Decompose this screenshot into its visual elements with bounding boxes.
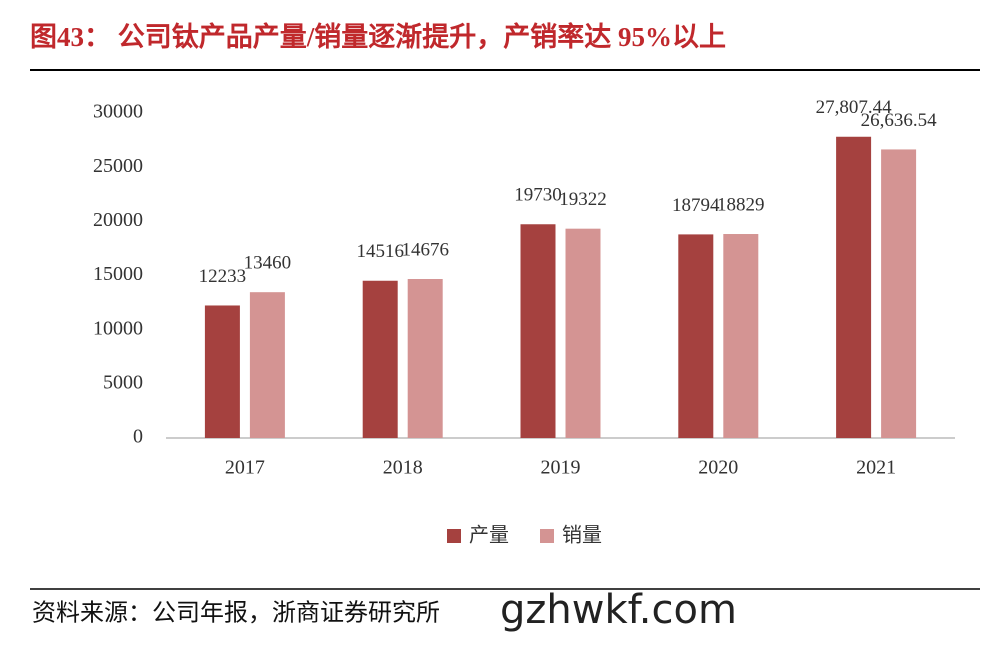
value-label: 18829 [717,194,765,215]
x-tick-label: 2018 [383,457,423,479]
bar [565,228,601,438]
watermark: gzhwkf.com [500,587,737,633]
x-tick-label: 2019 [541,457,581,479]
y-tick-label: 20000 [93,209,143,231]
bar [520,224,556,438]
source: 资料来源：公司年报，浙商证券研究所 [32,600,440,627]
y-tick-label: 15000 [93,263,143,285]
bar [678,234,714,438]
legend-swatch [540,529,554,543]
value-label: 19730 [514,185,562,206]
value-label: 12233 [199,266,247,287]
value-label: 18794 [672,195,720,216]
legend-swatch [447,529,461,543]
bar [249,292,285,438]
bar [204,305,240,438]
value-label: 19322 [559,189,607,210]
chart-title: 图43： 公司钛产品产量/销量逐渐提升，产销率达 95%以上 [30,21,726,52]
bar [407,279,443,438]
y-tick-label: 25000 [93,155,143,177]
legend-label: 销量 [562,524,602,547]
x-tick-label: 2017 [225,457,265,479]
legend-label: 产量 [469,524,509,547]
y-tick-label: 0 [133,426,143,448]
y-tick-label: 10000 [93,317,143,339]
value-label: 14516 [356,241,404,262]
value-label: 26,636.54 [861,110,938,131]
value-label: 14676 [401,239,449,260]
bar [881,149,917,438]
value-label: 13460 [244,253,292,274]
y-tick-label: 5000 [103,371,143,393]
bar [723,234,759,438]
bar [362,280,398,438]
y-tick-label: 30000 [93,101,143,123]
x-tick-label: 2021 [856,457,896,479]
value-label: 27,807.44 [816,97,893,118]
bar [836,136,872,438]
x-tick-label: 2020 [698,457,738,479]
